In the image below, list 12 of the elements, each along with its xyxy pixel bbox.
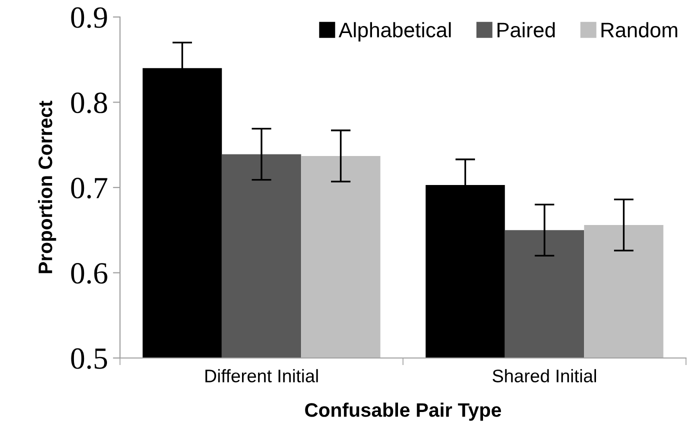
y-tick-label: 0.5 [71,348,107,370]
y-tick-label: 0.8 [71,92,108,114]
legend-label: Random [602,22,678,38]
y-axis-title: Proportion Correct [38,100,56,274]
legend-label: Paired [498,22,555,38]
x-axis-title: Confusable Pair Type [305,402,502,421]
y-tick-label: 0.9 [71,7,107,28]
y-tick-label: 0.7 [71,178,108,199]
legend-label: Alphabetical [338,22,451,42]
y-tick-label: 0.6 [71,263,108,284]
x-tick-label: Shared Initial [492,369,596,382]
x-tick-label: Different Initial [205,369,318,382]
